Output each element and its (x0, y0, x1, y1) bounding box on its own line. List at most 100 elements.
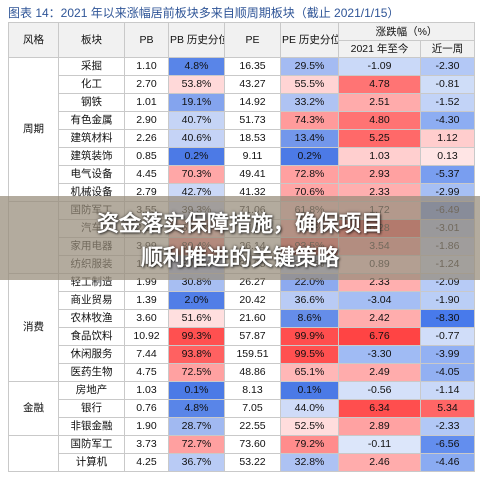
header-pe: PE (224, 22, 281, 58)
pe-cell: 48.86 (224, 363, 281, 382)
pe-cell: 57.87 (224, 327, 281, 346)
board-name-cell: 非银金融 (58, 417, 125, 436)
pe-cell: 18.53 (224, 129, 281, 148)
ytd-change-cell: -0.11 (338, 435, 421, 454)
pb-percentile-cell: 36.7% (168, 453, 225, 472)
ytd-change-cell: 5.25 (338, 129, 421, 148)
week-change-cell: 1.12 (420, 129, 475, 148)
board-name-cell: 建筑材料 (58, 129, 125, 148)
week-change-cell: 5.34 (420, 399, 475, 418)
banner-title-line-1: 资金落实保障措施，确保项目 (96, 212, 383, 237)
pb-cell: 0.85 (124, 147, 169, 166)
pe-percentile-cell: 0.1% (280, 381, 339, 400)
week-change-cell: -5.37 (420, 165, 475, 184)
week-change-cell: -1.90 (420, 291, 475, 310)
table-row: 休闲服务 7.44 93.8% 159.51 99.5% -3.30 -3.99 (9, 345, 475, 364)
pe-cell: 43.27 (224, 75, 281, 94)
pe-percentile-cell: 44.0% (280, 399, 339, 418)
pb-cell: 4.75 (124, 363, 169, 382)
pe-percentile-cell: 36.6% (280, 291, 339, 310)
board-name-cell: 建筑装饰 (58, 147, 125, 166)
pb-percentile-cell: 40.6% (168, 129, 225, 148)
board-name-cell: 商业贸易 (58, 291, 125, 310)
board-name-cell: 房地产 (58, 381, 125, 400)
pe-percentile-cell: 79.2% (280, 435, 339, 454)
pe-cell: 20.42 (224, 291, 281, 310)
pe-cell: 73.60 (224, 435, 281, 454)
sector-cell: 金融 (8, 381, 59, 436)
pe-percentile-cell: 65.1% (280, 363, 339, 382)
pe-cell: 21.60 (224, 309, 281, 328)
pe-percentile-cell: 99.9% (280, 327, 339, 346)
pb-cell: 4.25 (124, 453, 169, 472)
table-row: 电气设备 4.45 70.3% 49.41 72.8% 2.93 -5.37 (9, 165, 475, 184)
pe-percentile-cell: 29.5% (280, 57, 339, 76)
pb-cell: 7.44 (124, 345, 169, 364)
pb-cell: 2.26 (124, 129, 169, 148)
pb-cell: 10.92 (124, 327, 169, 346)
table-caption: 图表 14：2021 年以来涨幅居前板块多来自顺周期板块（截止 2021/1/1… (8, 6, 400, 20)
table-row: 化工 2.70 53.8% 43.27 55.5% 4.78 -0.81 (9, 75, 475, 94)
board-name-cell: 国防军工 (58, 435, 125, 454)
pb-percentile-cell: 28.7% (168, 417, 225, 436)
pb-percentile-cell: 70.3% (168, 165, 225, 184)
pb-cell: 1.39 (124, 291, 169, 310)
ytd-change-cell: -1.09 (338, 57, 421, 76)
pb-cell: 1.01 (124, 93, 169, 112)
pb-cell: 3.73 (124, 435, 169, 454)
pe-percentile-cell: 74.3% (280, 111, 339, 130)
header-pe-percentile: PE 历史分位 (280, 22, 339, 58)
week-change-cell: -1.14 (420, 381, 475, 400)
ytd-change-cell: 4.80 (338, 111, 421, 130)
ytd-change-cell: 2.93 (338, 165, 421, 184)
pb-cell: 2.90 (124, 111, 169, 130)
pe-percentile-cell: 13.4% (280, 129, 339, 148)
pe-cell: 49.41 (224, 165, 281, 184)
ytd-change-cell: -3.30 (338, 345, 421, 364)
table-row: 有色金属 2.90 40.7% 51.73 74.3% 4.80 -4.30 (9, 111, 475, 130)
table-row: 金融 房地产 1.03 0.1% 8.13 0.1% -0.56 -1.14 (8, 381, 475, 436)
table-row: 农林牧渔 3.60 51.6% 21.60 8.6% 2.42 -8.30 (9, 309, 475, 328)
week-change-cell: 0.13 (420, 147, 475, 166)
pb-percentile-cell: 72.7% (168, 435, 225, 454)
ytd-change-cell: 2.42 (338, 309, 421, 328)
board-name-cell: 医药生物 (58, 363, 125, 382)
pb-percentile-cell: 99.3% (168, 327, 225, 346)
board-name-cell: 采掘 (58, 57, 125, 76)
table-row: 食品饮料 10.92 99.3% 57.87 99.9% 6.76 -0.77 (9, 327, 475, 346)
ytd-change-cell: 1.03 (338, 147, 421, 166)
board-name-cell: 食品饮料 (58, 327, 125, 346)
ytd-change-cell: 6.76 (338, 327, 421, 346)
pe-cell: 8.13 (224, 381, 281, 400)
pe-cell: 16.35 (224, 57, 281, 76)
sector-cell (8, 435, 59, 472)
pe-cell: 22.55 (224, 417, 281, 436)
week-change-cell: -2.33 (420, 417, 475, 436)
board-name-cell: 化工 (58, 75, 125, 94)
pb-cell: 4.45 (124, 165, 169, 184)
pb-cell: 1.03 (124, 381, 169, 400)
table-row: 钢铁 1.01 19.1% 14.92 33.2% 2.51 -1.52 (9, 93, 475, 112)
board-name-cell: 休闲服务 (58, 345, 125, 364)
overlay-banner (0, 196, 480, 280)
header-pb-percentile: PB 历史分位 (168, 22, 225, 58)
sector-cell: 消费 (8, 273, 59, 382)
header-ytd: 2021 年至今 (338, 40, 421, 58)
week-change-cell: -4.30 (420, 111, 475, 130)
week-change-cell: -1.52 (420, 93, 475, 112)
pe-percentile-cell: 99.5% (280, 345, 339, 364)
board-name-cell: 农林牧渔 (58, 309, 125, 328)
ytd-change-cell: 2.46 (338, 453, 421, 472)
week-change-cell: -2.30 (420, 57, 475, 76)
pb-cell: 3.60 (124, 309, 169, 328)
header-board: 板块 (58, 22, 125, 58)
sector-cell: 周期 (8, 57, 59, 202)
pb-percentile-cell: 93.8% (168, 345, 225, 364)
week-change-cell: -0.81 (420, 75, 475, 94)
ytd-change-cell: 2.49 (338, 363, 421, 382)
pb-percentile-cell: 4.8% (168, 57, 225, 76)
board-name-cell: 有色金属 (58, 111, 125, 130)
board-name-cell: 银行 (58, 399, 125, 418)
pe-cell: 51.73 (224, 111, 281, 130)
week-change-cell: -3.99 (420, 345, 475, 364)
